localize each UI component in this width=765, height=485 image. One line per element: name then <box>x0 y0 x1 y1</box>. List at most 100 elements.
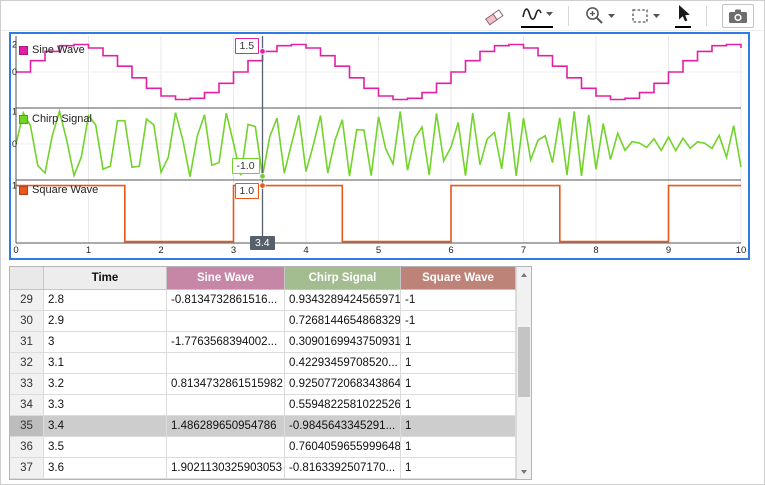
sine-value-cell[interactable]: -1.7763568394002... <box>167 332 285 353</box>
column-header-time[interactable]: Time <box>44 267 167 290</box>
chirp-value-cell[interactable]: 0.7268144654868329 <box>285 311 401 332</box>
row-number-cell[interactable]: 30 <box>10 311 44 332</box>
chevron-down-icon[interactable] <box>608 13 615 18</box>
waveform-1 <box>15 108 742 179</box>
waveform-0 <box>16 43 742 101</box>
scrollbar-thumb[interactable] <box>518 327 530 397</box>
row-number-cell[interactable]: 37 <box>10 458 44 479</box>
table-row[interactable]: 35 3.4 1.486289650954786 -0.9845643345291..… <box>10 416 531 437</box>
table-row[interactable]: 36 3.5 0.7604059655999648 1 <box>10 437 531 458</box>
square-value-cell[interactable]: 1 <box>401 374 516 395</box>
svg-text:0: 0 <box>12 139 17 149</box>
chirp-value-cell[interactable]: 0.9343289424565971 <box>285 290 401 311</box>
chirp-value-cell[interactable]: 0.7604059655999648 <box>285 437 401 458</box>
time-cell[interactable]: 3.5 <box>44 437 167 458</box>
cursor-value-square[interactable]: 1.0 <box>234 183 260 199</box>
svg-text:10: 10 <box>736 245 747 256</box>
time-cell[interactable]: 3.6 <box>44 458 167 479</box>
cursor-value-chirp[interactable]: -1.0 <box>231 158 260 174</box>
region-select-button[interactable] <box>630 6 660 26</box>
marquee-select-icon <box>632 8 648 23</box>
chirp-value-cell[interactable]: -0.9845643345291... <box>285 416 401 437</box>
legend-label: Square Wave <box>32 184 99 196</box>
row-number-cell[interactable]: 32 <box>10 353 44 374</box>
table-row[interactable]: 31 3 -1.7763568394002... 0.3090169943750931… <box>10 332 531 353</box>
signal-data-table: Time Sine Wave Chirp Signal Square Wave … <box>9 266 532 480</box>
sine-value-cell[interactable]: 0.8134732861515982 <box>167 374 285 395</box>
sine-value-cell[interactable]: -0.8134732861516... <box>167 290 285 311</box>
table-header-row: Time Sine Wave Chirp Signal Square Wave <box>10 267 531 290</box>
eraser-icon <box>485 8 504 26</box>
time-cell[interactable]: 2.9 <box>44 311 167 332</box>
snapshot-button[interactable] <box>722 3 754 28</box>
toolbar-separator <box>706 5 707 26</box>
svg-text:8: 8 <box>593 245 598 256</box>
column-header-sine-wave[interactable]: Sine Wave <box>167 267 285 290</box>
scroll-down-button[interactable] <box>517 464 531 479</box>
erase-button[interactable] <box>482 5 506 27</box>
square-value-cell[interactable]: 1 <box>401 332 516 353</box>
row-number-cell[interactable]: 29 <box>10 290 44 311</box>
svg-text:1: 1 <box>12 106 17 116</box>
sine-value-cell[interactable] <box>167 353 285 374</box>
chirp-value-cell[interactable]: 0.9250772068343864 <box>285 374 401 395</box>
square-value-cell[interactable]: 1 <box>401 458 516 479</box>
table-row[interactable]: 33 3.2 0.8134732861515982 0.925077206834386… <box>10 374 531 395</box>
cursor-time-badge[interactable]: 3.4 <box>250 236 275 250</box>
table-row[interactable]: 30 2.9 0.7268144654868329 -1 <box>10 311 531 332</box>
row-number-cell[interactable]: 31 <box>10 332 44 353</box>
time-cell[interactable]: 3.4 <box>44 416 167 437</box>
legend-sine-wave[interactable]: Sine Wave <box>19 44 85 56</box>
cursor-marker <box>259 172 266 180</box>
legend-square-wave[interactable]: Square Wave <box>19 184 98 196</box>
chirp-value-cell[interactable]: -0.8163392507170... <box>285 458 401 479</box>
time-cell[interactable]: 3.3 <box>44 395 167 416</box>
table-row[interactable]: 34 3.3 0.5594822581022526 1 <box>10 395 531 416</box>
sine-value-cell[interactable]: 1.486289650954786 <box>167 416 285 437</box>
time-cell[interactable]: 3 <box>44 332 167 353</box>
sine-value-cell[interactable] <box>167 311 285 332</box>
row-number-cell[interactable]: 36 <box>10 437 44 458</box>
waveform-2 <box>16 184 741 243</box>
scroll-up-button[interactable] <box>517 267 531 282</box>
svg-text:9: 9 <box>666 245 671 256</box>
zoom-button[interactable] <box>584 5 615 26</box>
sine-value-cell[interactable] <box>167 437 285 458</box>
table-scrollbar[interactable] <box>516 267 531 479</box>
pointer-tool-button[interactable] <box>675 4 691 28</box>
column-header-chirp-signal[interactable]: Chirp Signal <box>285 267 401 290</box>
time-cell[interactable]: 3.1 <box>44 353 167 374</box>
svg-text:2: 2 <box>158 245 163 256</box>
square-value-cell[interactable]: 1 <box>401 353 516 374</box>
row-number-cell[interactable]: 33 <box>10 374 44 395</box>
table-row[interactable]: 32 3.1 0.42293459708520... 1 <box>10 353 531 374</box>
time-cell[interactable]: 2.8 <box>44 290 167 311</box>
signal-tool-button[interactable] <box>521 4 553 28</box>
square-value-cell[interactable]: -1 <box>401 290 516 311</box>
chirp-value-cell[interactable]: 0.5594822581022526 <box>285 395 401 416</box>
scroll-down-icon <box>521 469 527 474</box>
table-row[interactable]: 37 3.6 1.9021130325903053 -0.8163392507170.… <box>10 458 531 479</box>
chevron-down-icon[interactable] <box>653 13 660 18</box>
row-number-cell[interactable]: 34 <box>10 395 44 416</box>
square-value-cell[interactable]: 1 <box>401 437 516 458</box>
chirp-value-cell[interactable]: 0.3090169943750931 <box>285 332 401 353</box>
chevron-down-icon[interactable] <box>546 11 553 16</box>
row-number-cell[interactable]: 35 <box>10 416 44 437</box>
svg-text:1: 1 <box>12 181 17 191</box>
signal-plot-panel[interactable]: 2 0 1 0 1 0 1 2 3 4 5 6 7 8 9 10 Sine Wave Chirp Signal… <box>9 32 750 260</box>
chirp-value-cell[interactable]: 0.42293459708520... <box>285 353 401 374</box>
column-header-rownum[interactable] <box>10 267 44 290</box>
table-row[interactable]: 29 2.8 -0.8134732861516... 0.93432894245659… <box>10 290 531 311</box>
square-value-cell[interactable]: 1 <box>401 395 516 416</box>
sine-value-cell[interactable] <box>167 395 285 416</box>
legend-chirp-signal[interactable]: Chirp Signal <box>19 113 92 125</box>
cursor-value-sine[interactable]: 1.5 <box>234 38 260 54</box>
time-cell[interactable]: 3.2 <box>44 374 167 395</box>
square-value-cell[interactable]: -1 <box>401 311 516 332</box>
svg-text:2: 2 <box>12 39 17 49</box>
sine-value-cell[interactable]: 1.9021130325903053 <box>167 458 285 479</box>
column-header-square-wave[interactable]: Square Wave <box>401 267 516 290</box>
square-value-cell[interactable]: 1 <box>401 416 516 437</box>
